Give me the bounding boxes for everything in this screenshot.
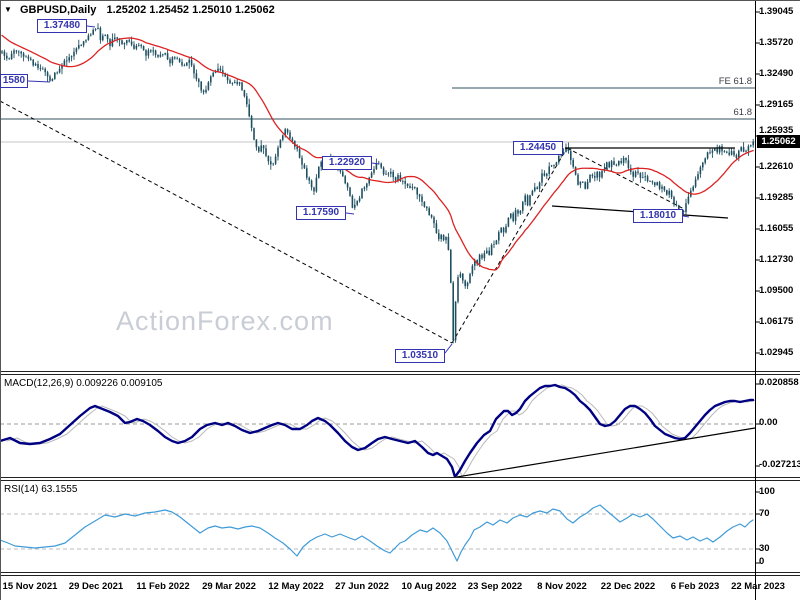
symbol-timeframe: GBPUSD,Daily <box>19 4 97 16</box>
chart-header: ▼ GBPUSD,Daily 1.25202 1.25452 1.25010 1… <box>4 4 275 16</box>
fib-label-fe618: FE 61.8 <box>718 76 752 87</box>
rsi-tick: 100 <box>759 486 775 497</box>
price-flag-122920: 1.22920 <box>322 156 372 170</box>
date-label: 11 Feb 2022 <box>136 581 190 592</box>
date-label: 23 Sep 2022 <box>467 581 523 592</box>
price-flag-117590: 1.17590 <box>296 206 346 220</box>
rsi-tick: 70 <box>759 508 770 519</box>
macd-tick: 0.020858 <box>759 377 799 388</box>
price-tick: 1.39045 <box>759 6 794 17</box>
symbol-dropdown-icon[interactable]: ▼ <box>4 5 12 14</box>
rsi-tick: 30 <box>759 543 770 554</box>
price-tick: 1.16055 <box>759 223 794 234</box>
date-label: 6 Feb 2023 <box>670 581 720 592</box>
date-label: 29 Dec 2021 <box>68 581 124 592</box>
date-label: 12 May 2022 <box>268 581 324 592</box>
price-tick: 1.25935 <box>759 125 794 136</box>
price-flag-high-137480: 1.37480 <box>37 19 87 33</box>
price-tick: 1.22610 <box>759 161 794 172</box>
price-tick: 1.35720 <box>759 37 794 48</box>
price-tick: 1.32490 <box>759 68 794 79</box>
price-tick: 1.09500 <box>759 285 794 296</box>
date-label: 8 Nov 2022 <box>537 581 587 592</box>
price-tick: 1.29165 <box>759 99 794 110</box>
price-flag-118010: 1.18010 <box>633 209 683 223</box>
rsi-label: RSI(14) 63.1555 <box>4 484 78 495</box>
price-flag-low-clipped: 1580 <box>0 74 28 88</box>
date-label: 29 Mar 2022 <box>202 581 256 592</box>
price-tick: 1.19285 <box>759 192 794 203</box>
current-price-tag: 1.25062 <box>757 135 800 148</box>
fib-label-618: 61.8 <box>733 107 753 118</box>
price-tick: 1.06175 <box>759 316 794 327</box>
macd-tick: -0.027213 <box>759 459 800 470</box>
macd-tick: 0.00 <box>759 417 778 428</box>
date-label: 22 Mar 2023 <box>731 581 785 592</box>
watermark: ActionForex.com <box>116 306 334 336</box>
price-tick: 1.12730 <box>759 254 794 265</box>
date-label: 10 Aug 2022 <box>401 581 457 592</box>
rsi-tick: 0 <box>759 556 765 567</box>
price-tick: 1.02945 <box>759 347 794 358</box>
ohlc-readout: 1.25202 1.25452 1.25010 1.25062 <box>106 4 275 16</box>
date-label: 27 Jun 2022 <box>335 581 389 592</box>
date-label: 22 Dec 2022 <box>600 581 656 592</box>
date-label: 15 Nov 2021 <box>2 581 58 592</box>
price-flag-low-103510: 1.03510 <box>395 349 445 363</box>
price-flag-124450: 1.24450 <box>513 141 563 155</box>
macd-label: MACD(12,26,9) 0.009226 0.009105 <box>4 378 163 389</box>
